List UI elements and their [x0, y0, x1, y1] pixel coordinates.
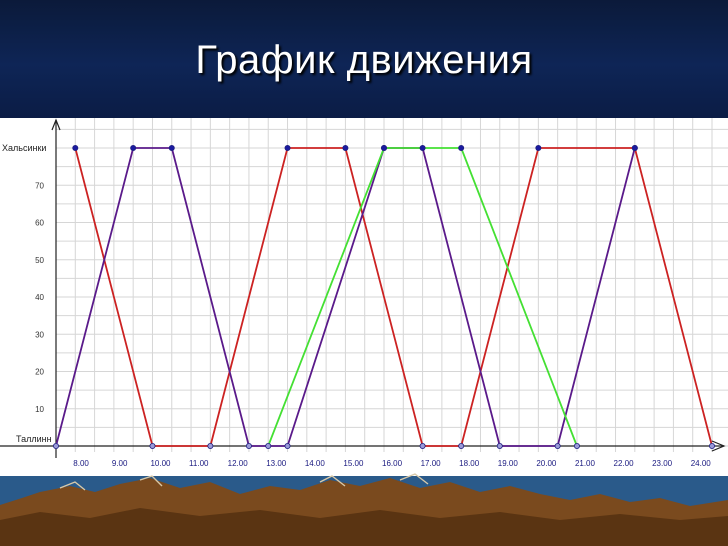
chart-axes: [0, 118, 726, 458]
data-point: [342, 144, 349, 151]
x-tick-label: 14.00: [305, 459, 326, 468]
x-tick-label: 8.00: [73, 459, 89, 468]
y-bottom-label: Таллинн: [16, 434, 52, 444]
x-tick-label: 13.00: [266, 459, 287, 468]
slide-title: График движения: [195, 38, 533, 82]
mountain-foreground: [0, 508, 728, 546]
data-point: [265, 442, 272, 449]
x-tick-label: 15.00: [343, 459, 364, 468]
data-point: [168, 144, 175, 151]
x-tick-label: 19.00: [498, 459, 519, 468]
data-point: [207, 442, 214, 449]
data-point: [284, 442, 291, 449]
data-point: [496, 442, 503, 449]
schedule-chart: 10 20 30 40 50 60 70 Хальсинки Таллинн 8.00 9.00 10…: [0, 118, 728, 546]
x-tick-label: 20.00: [536, 459, 557, 468]
mountain-decoration: [0, 473, 728, 546]
x-tick-label: 23.00: [652, 459, 673, 468]
x-tick-label: 17.00: [421, 459, 442, 468]
data-point: [149, 442, 156, 449]
x-tick-label: 18.00: [459, 459, 480, 468]
x-tick-label: 11.00: [189, 459, 209, 468]
data-point: [535, 144, 542, 151]
x-tick-label: 10.00: [150, 459, 171, 468]
y-tick-label: 10: [35, 405, 44, 414]
chart-points: [53, 144, 716, 449]
y-axis-arrow-icon: [51, 118, 61, 131]
data-point: [284, 144, 291, 151]
slide-header: [0, 0, 728, 118]
y-tick-label: 50: [35, 256, 44, 265]
data-point: [709, 442, 716, 449]
data-point: [72, 144, 79, 151]
y-tick-label: 30: [35, 330, 44, 339]
data-point: [631, 144, 638, 151]
data-point: [380, 144, 387, 151]
data-point: [419, 144, 426, 151]
data-point: [53, 442, 60, 449]
y-top-label: Хальсинки: [2, 143, 46, 153]
series-line-2: [55, 147, 636, 447]
y-tick-label: 70: [35, 181, 44, 190]
y-tick-label: 20: [35, 368, 44, 377]
x-tick-label: 22.00: [614, 459, 635, 468]
data-point: [573, 442, 580, 449]
data-point: [419, 442, 426, 449]
data-point: [245, 442, 252, 449]
data-point: [554, 442, 561, 449]
x-axis-arrow-icon: [711, 440, 726, 452]
x-tick-label: 24.00: [691, 459, 712, 468]
y-tick-label: 40: [35, 293, 44, 302]
x-tick-label: 12.00: [228, 459, 249, 468]
data-point: [130, 144, 137, 151]
y-tick-label: 60: [35, 219, 44, 228]
mountain-snow-caps: [59, 473, 429, 491]
chart-labels: 10 20 30 40 50 60 70 Хальсинки Таллинн 8.00 9.00 10…: [2, 143, 711, 468]
data-point: [458, 442, 465, 449]
data-point: [458, 144, 465, 151]
x-tick-label: 21.00: [575, 459, 596, 468]
x-tick-label: 9.00: [112, 459, 128, 468]
series-line-1: [74, 147, 713, 447]
x-tick-label: 16.00: [382, 459, 403, 468]
chart-grid: [56, 118, 728, 452]
